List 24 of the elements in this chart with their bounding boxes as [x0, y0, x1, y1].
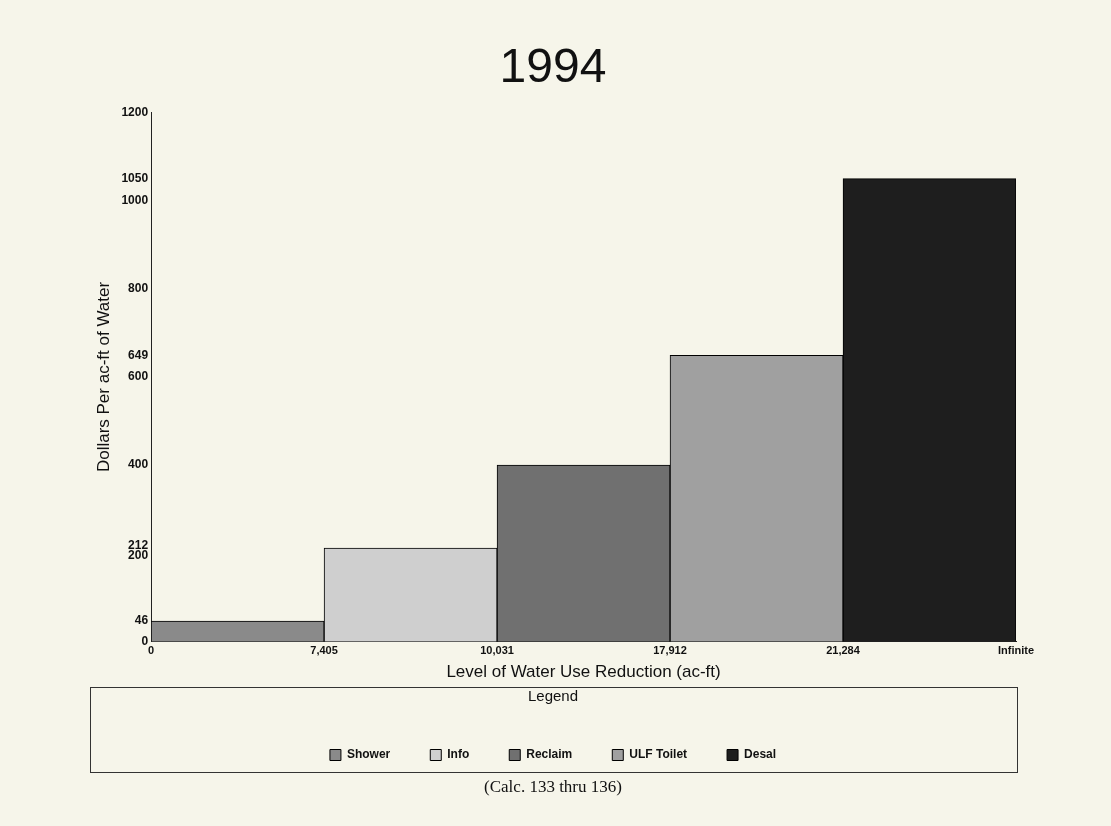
y-tick-label: 400: [128, 457, 149, 472]
legend-title: Legend: [527, 686, 579, 704]
legend-label: Desal: [744, 747, 777, 762]
text: 10,031: [480, 643, 514, 656]
text: 7,405: [310, 643, 338, 656]
chart-title: 1994: [499, 39, 607, 93]
y-tick-label: 800: [128, 281, 149, 296]
y-tick-label: 46: [134, 613, 149, 628]
y-tick-label: 1000: [121, 193, 149, 208]
y-tick-label: 600: [128, 369, 149, 384]
y-tick-label: 649: [128, 347, 149, 362]
x-axis-title: Level of Water Use Reduction (ac-ft): [446, 662, 721, 682]
legend-label: ULF Toilet: [629, 747, 688, 762]
y-tick-label: 1050: [121, 171, 149, 186]
text: 17,912: [653, 643, 687, 656]
legend-label: Shower: [346, 747, 391, 762]
y-tick-label: 0: [141, 633, 149, 648]
y-axis-title: Dollars Per ac-ft of Water: [93, 281, 113, 473]
text: (Calc. 133 thru 136): [484, 776, 622, 796]
text: Infinite: [997, 643, 1035, 656]
legend-label: Reclaim: [526, 747, 573, 762]
y-tick-label: 1200: [121, 104, 149, 119]
text: 21,284: [826, 643, 861, 656]
legend-label: Info: [447, 747, 470, 762]
